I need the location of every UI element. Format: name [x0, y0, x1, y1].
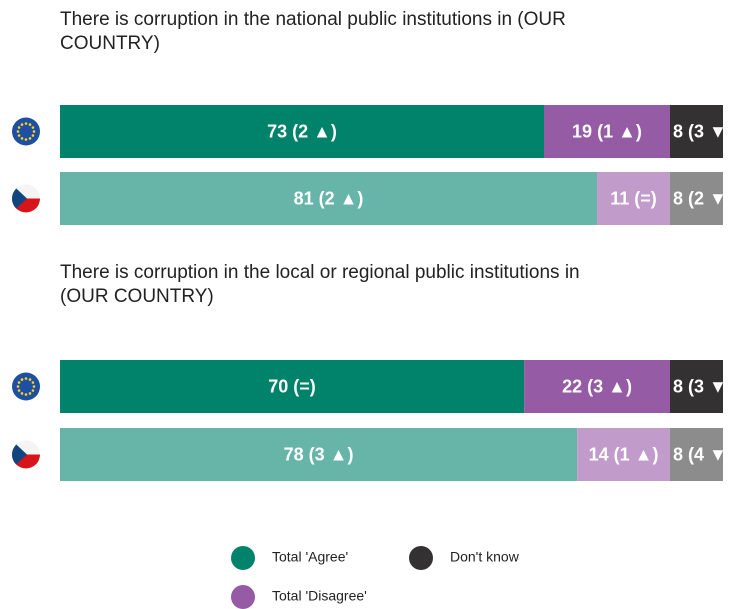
bar-segment: [669, 360, 723, 413]
bar-segment: [669, 105, 723, 158]
flag-star: [17, 126, 21, 129]
flag-star: [17, 381, 21, 384]
flag-star: [28, 392, 32, 395]
flag-star: [24, 138, 28, 141]
legend-label: Don't know: [450, 549, 520, 565]
flag-star: [28, 137, 32, 140]
flag-star: [31, 134, 35, 137]
flag-star: [28, 123, 32, 126]
flag-star: [20, 137, 24, 140]
value-label: 8 (2 ▼): [673, 188, 731, 208]
cz-flag: [12, 184, 40, 213]
bar-segment: [597, 172, 670, 225]
flag-star: [32, 385, 36, 388]
value-label: 81 (2 ▲): [294, 188, 364, 208]
value-label: 11 (=): [610, 188, 657, 208]
chart-title: There is corruption in the national publ…: [60, 9, 566, 54]
legend-swatch: [409, 546, 433, 570]
legend-swatch: [231, 585, 255, 609]
flag-star: [17, 134, 21, 137]
bar-segment: [60, 105, 544, 158]
cz-flag: [12, 440, 40, 469]
value-label: 8 (4 ▼): [673, 444, 731, 464]
flag-star: [20, 123, 24, 126]
flag-star: [17, 389, 21, 392]
flag-star: [24, 377, 28, 380]
flag-star: [31, 389, 35, 392]
value-label: 8 (3 ▼): [673, 121, 731, 141]
bar-segment: [60, 360, 525, 413]
legend-label: Total 'Disagree': [272, 588, 367, 604]
bar-segment: [669, 172, 723, 225]
flag-star: [31, 381, 35, 384]
legend-swatch: [231, 546, 255, 570]
bar-segment: [669, 428, 723, 481]
flag-star: [20, 392, 24, 395]
flag-blue: [12, 440, 27, 469]
value-label: 8 (3 ▼): [673, 376, 731, 396]
value-label: 19 (1 ▲): [572, 121, 642, 141]
flag-star: [20, 378, 24, 381]
bar-segment: [577, 428, 670, 481]
eu-flag: [12, 117, 40, 146]
value-label: 70 (=): [268, 376, 316, 396]
flag-star: [31, 126, 35, 129]
legend-label: Total 'Agree': [272, 549, 348, 565]
chart-title: There is corruption in the local or regi…: [60, 262, 580, 307]
value-label: 78 (3 ▲): [284, 444, 354, 464]
flag-star: [16, 130, 20, 133]
flag-star: [16, 385, 20, 388]
flag-star: [32, 130, 36, 133]
bar-segment: [524, 360, 670, 413]
flag-star: [28, 378, 32, 381]
flag-star: [24, 393, 28, 396]
bar-segment: [60, 428, 578, 481]
value-label: 14 (1 ▲): [589, 444, 659, 464]
value-label: 73 (2 ▲): [267, 121, 337, 141]
flag-blue: [12, 184, 27, 213]
flag-star: [24, 122, 28, 125]
bar-segment: [60, 172, 598, 225]
bar-segment: [543, 105, 670, 158]
eu-flag: [12, 372, 40, 401]
value-label: 22 (3 ▲): [562, 376, 632, 396]
